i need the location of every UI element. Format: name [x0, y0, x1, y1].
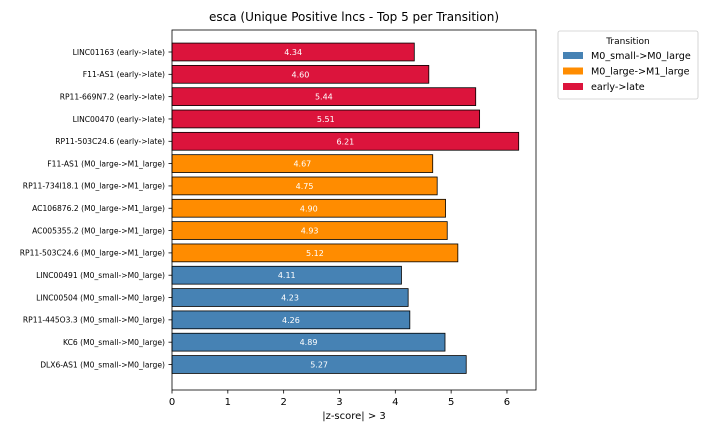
x-tick-label: 4 [392, 397, 398, 408]
legend-entry-label: M0_small->M0_large [591, 51, 691, 62]
bar-value-label: 4.23 [281, 294, 299, 303]
legend-swatch [563, 83, 583, 90]
bar-value-label: 4.34 [284, 48, 302, 57]
x-tick-label: 0 [169, 397, 175, 408]
bar-value-label: 5.12 [306, 249, 324, 258]
legend-title: Transition [605, 37, 650, 47]
y-tick-label: RP11-734I18.1 (M0_large->M1_large) [23, 182, 165, 191]
plot-frame [171, 29, 537, 391]
y-tick-label: RP11-669N7.2 (early->late) [60, 92, 165, 101]
legend-entries: M0_small->M0_large M0_large->M1_largeearl… [563, 51, 691, 93]
legend: Transition M0_small->M0_large M0_large->M… [557, 30, 699, 100]
y-tick-label: AC106876.2 (M0_large->M1_large) [32, 204, 165, 213]
x-axis-label: |z-score| > 3 [322, 411, 386, 422]
x-tick-label: 6 [504, 397, 510, 408]
y-tick-label: LINC01163 (early->late) [73, 48, 165, 57]
legend-entry-label: M0_large->M1_large [591, 67, 690, 78]
legend-swatch [563, 67, 583, 75]
bar-value-label: 5.27 [310, 361, 328, 370]
x-axis: 0 1 2 3 4 5 6 [169, 390, 510, 408]
y-tick-label: LINC00504 (M0_small->M0_large) [36, 293, 165, 302]
y-tick-label: KC6 (M0_small->M0_large) [63, 338, 165, 347]
bar-value-label: 4.93 [301, 227, 319, 236]
x-tick-label: 5 [448, 397, 454, 408]
y-tick-label: RP11-503C24.6 (early->late) [55, 137, 165, 146]
bar-value-label: 4.26 [282, 316, 300, 325]
y-tick-label: LINC00470 (early->late) [73, 115, 165, 124]
x-tick-label: 1 [225, 397, 231, 408]
bar-value-label: 5.44 [315, 93, 333, 102]
bar-value-label: 4.60 [291, 70, 309, 79]
legend-swatch [563, 52, 583, 59]
y-tick-label: LINC00491 (M0_small->M0_large) [36, 271, 165, 280]
bar-value-label: 6.21 [336, 137, 354, 146]
y-tick-labels: LINC01163 (early->late) F11-AS1 (early->l… [20, 48, 172, 369]
y-tick-label: DLX6-AS1 (M0_small->M0_large) [40, 360, 165, 369]
y-tick-label: RP11-503C24.6 (M0_large->M1_large) [20, 249, 165, 258]
bar-value-label: 4.90 [300, 204, 318, 213]
y-tick-label: F11-AS1 (M0_large->M1_large) [47, 159, 165, 168]
x-tick-label: 3 [336, 397, 342, 408]
bar-value-label: 4.11 [278, 271, 296, 280]
legend-entry-label: early->late [591, 82, 645, 93]
bar-value-label: 4.75 [296, 182, 314, 191]
bar-value-label: 4.67 [293, 160, 311, 169]
bar-value-label: 5.51 [317, 115, 335, 124]
chart-title: esca (Unique Positive lncs - Top 5 per T… [209, 10, 499, 24]
bars-layer: 4.34 4.60 5.44 5.51 6.21 4.67 4.75 4.90 4.93 5.12… [171, 42, 520, 374]
legend-frame [557, 30, 699, 100]
y-tick-label: AC005355.2 (M0_large->M1_large) [32, 226, 165, 235]
y-tick-label: RP11-445O3.3 (M0_small->M0_large) [23, 316, 165, 325]
x-tick-label: 2 [280, 397, 286, 408]
y-tick-label: F11-AS1 (early->late) [83, 70, 165, 79]
bar-value-label: 4.89 [300, 338, 318, 347]
